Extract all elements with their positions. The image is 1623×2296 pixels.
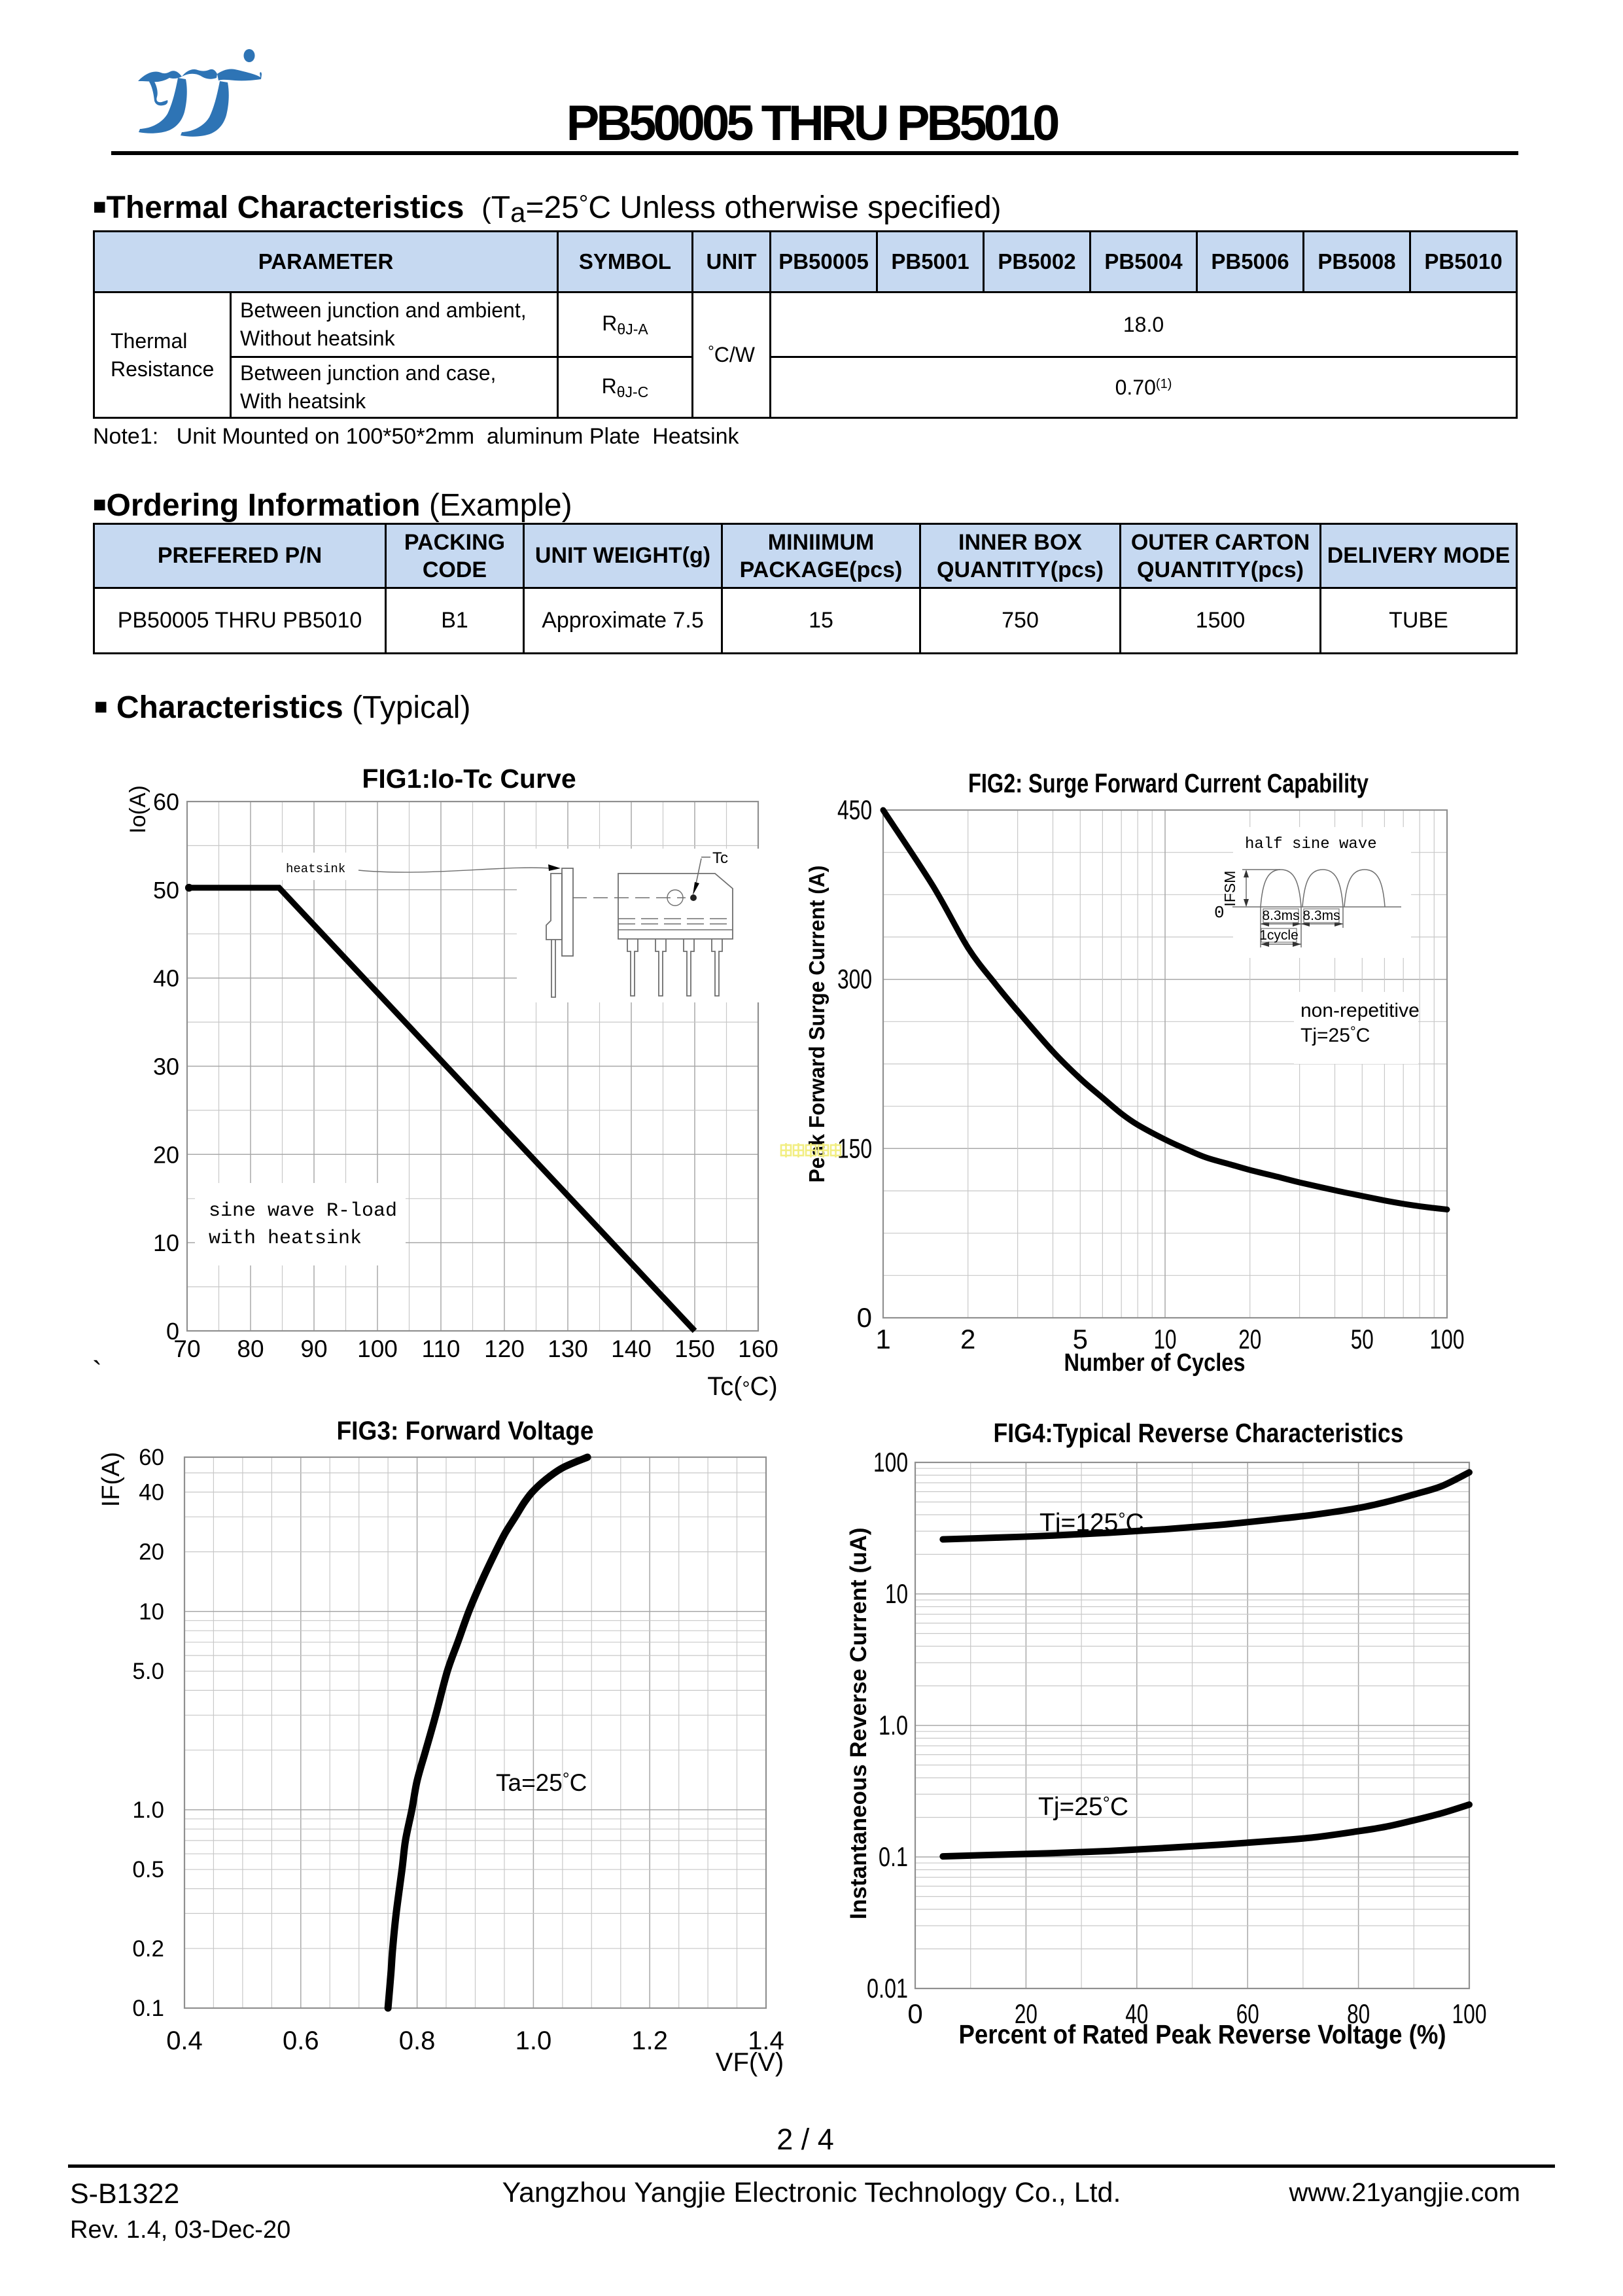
svg-text:Tc(°C): Tc(°C)	[707, 1372, 778, 1401]
svg-text:60: 60	[153, 788, 179, 815]
svg-text:80: 80	[237, 1335, 264, 1362]
svg-text:FIG2: Surge Forward Current Ca: FIG2: Surge Forward Current Capability	[968, 768, 1369, 798]
svg-text:40: 40	[139, 1479, 164, 1505]
svg-text:half sine wave: half sine wave	[1245, 836, 1377, 853]
svg-text:0.01: 0.01	[867, 1973, 908, 2004]
svg-text:90: 90	[300, 1335, 327, 1362]
svg-text:150: 150	[674, 1335, 715, 1362]
svg-text:0: 0	[857, 1302, 872, 1333]
svg-text:`: `	[92, 1355, 102, 1388]
svg-text:110: 110	[422, 1335, 461, 1362]
svg-text:Io(A): Io(A)	[126, 785, 150, 834]
svg-text:Tj=25°C: Tj=25°C	[1300, 1023, 1370, 1046]
svg-text:300: 300	[837, 964, 872, 995]
svg-text:0.4: 0.4	[166, 2026, 203, 2055]
svg-text:0.1: 0.1	[132, 1996, 164, 2021]
svg-text:8.3ms: 8.3ms	[1262, 908, 1299, 923]
svg-text:FIG3: Forward Voltage: FIG3: Forward Voltage	[337, 1417, 594, 1445]
svg-text:10: 10	[153, 1229, 179, 1256]
svg-text:1.0: 1.0	[515, 2026, 552, 2055]
svg-text:Percent of Rated Peak Reverse: Percent of Rated Peak Reverse Voltage (%…	[959, 2019, 1446, 2049]
svg-text:non-repetitive: non-repetitive	[1300, 1000, 1420, 1021]
svg-text:Tj=25°C: Tj=25°C	[1038, 1793, 1128, 1821]
svg-text:1.0: 1.0	[132, 1797, 164, 1823]
svg-text:5: 5	[1073, 1324, 1088, 1354]
svg-text:Instantaneous Reverse Current: Instantaneous Reverse Current (uA)	[846, 1527, 871, 1919]
svg-text:sine wave R-load: sine wave R-load	[209, 1200, 397, 1222]
svg-text:FIG1:Io-Tc Curve: FIG1:Io-Tc Curve	[362, 764, 576, 794]
svg-text:0: 0	[166, 1318, 179, 1345]
svg-text:FIG4:Typical Reverse Character: FIG4:Typical Reverse Characteristics	[994, 1418, 1404, 1448]
svg-text:0.8: 0.8	[399, 2026, 436, 2055]
svg-text:Ta=25°C: Ta=25°C	[496, 1769, 587, 1796]
svg-text:20: 20	[1238, 1324, 1261, 1354]
svg-text:Tj=125°C: Tj=125°C	[1039, 1509, 1144, 1537]
svg-text:100: 100	[1430, 1324, 1465, 1354]
svg-text:20: 20	[153, 1141, 179, 1168]
svg-text:0.5: 0.5	[132, 1857, 164, 1882]
svg-text:0: 0	[907, 1998, 922, 2029]
svg-text:100: 100	[357, 1335, 398, 1362]
svg-text:100: 100	[1452, 1998, 1487, 2029]
svg-text:Tc: Tc	[712, 849, 728, 867]
svg-text:60: 60	[1236, 1998, 1259, 2029]
svg-text:with heatsink: with heatsink	[209, 1227, 362, 1250]
svg-text:8.3ms: 8.3ms	[1302, 908, 1340, 923]
svg-text:70: 70	[173, 1335, 200, 1362]
svg-text:120: 120	[484, 1335, 525, 1362]
svg-text:100: 100	[873, 1447, 908, 1477]
svg-text:60: 60	[139, 1445, 164, 1470]
svg-text:2: 2	[960, 1324, 975, 1354]
svg-text:1: 1	[875, 1324, 890, 1354]
svg-text:heatsink: heatsink	[286, 862, 345, 876]
svg-text:0.1: 0.1	[879, 1841, 908, 1872]
svg-text:20: 20	[139, 1540, 164, 1565]
svg-text:50: 50	[1351, 1324, 1374, 1354]
svg-text:160: 160	[738, 1335, 778, 1362]
svg-text:Peak Forward Surge Current (A): Peak Forward Surge Current (A)	[805, 866, 829, 1183]
svg-text:VF(V): VF(V)	[716, 2048, 784, 2077]
svg-text:150: 150	[837, 1133, 872, 1163]
svg-text:10: 10	[139, 1599, 164, 1625]
svg-text:1.2: 1.2	[631, 2026, 668, 2055]
svg-text:50: 50	[153, 877, 179, 904]
svg-text:80: 80	[1347, 1998, 1370, 2029]
svg-text:10: 10	[885, 1578, 908, 1609]
svg-text:1cycle: 1cycle	[1259, 928, 1299, 943]
svg-text:1.4: 1.4	[748, 2026, 784, 2055]
svg-text:30: 30	[153, 1053, 179, 1080]
svg-text:0.6: 0.6	[283, 2026, 319, 2055]
svg-text:20: 20	[1015, 1998, 1038, 2029]
svg-text:40: 40	[153, 965, 179, 992]
svg-text:5.0: 5.0	[132, 1659, 164, 1684]
svg-text:0: 0	[1214, 903, 1225, 923]
svg-text:10: 10	[1154, 1324, 1177, 1354]
svg-text:450: 450	[837, 794, 872, 825]
svg-text:IFSM: IFSM	[1221, 871, 1238, 907]
svg-text:140: 140	[611, 1335, 652, 1362]
svg-text:40: 40	[1125, 1998, 1148, 2029]
svg-text:IF(A): IF(A)	[97, 1452, 125, 1507]
svg-text:130: 130	[548, 1335, 588, 1362]
svg-text:Number of Cycles: Number of Cycles	[1064, 1349, 1246, 1377]
svg-text:0.2: 0.2	[132, 1936, 164, 1962]
svg-text:1.0: 1.0	[879, 1710, 908, 1740]
